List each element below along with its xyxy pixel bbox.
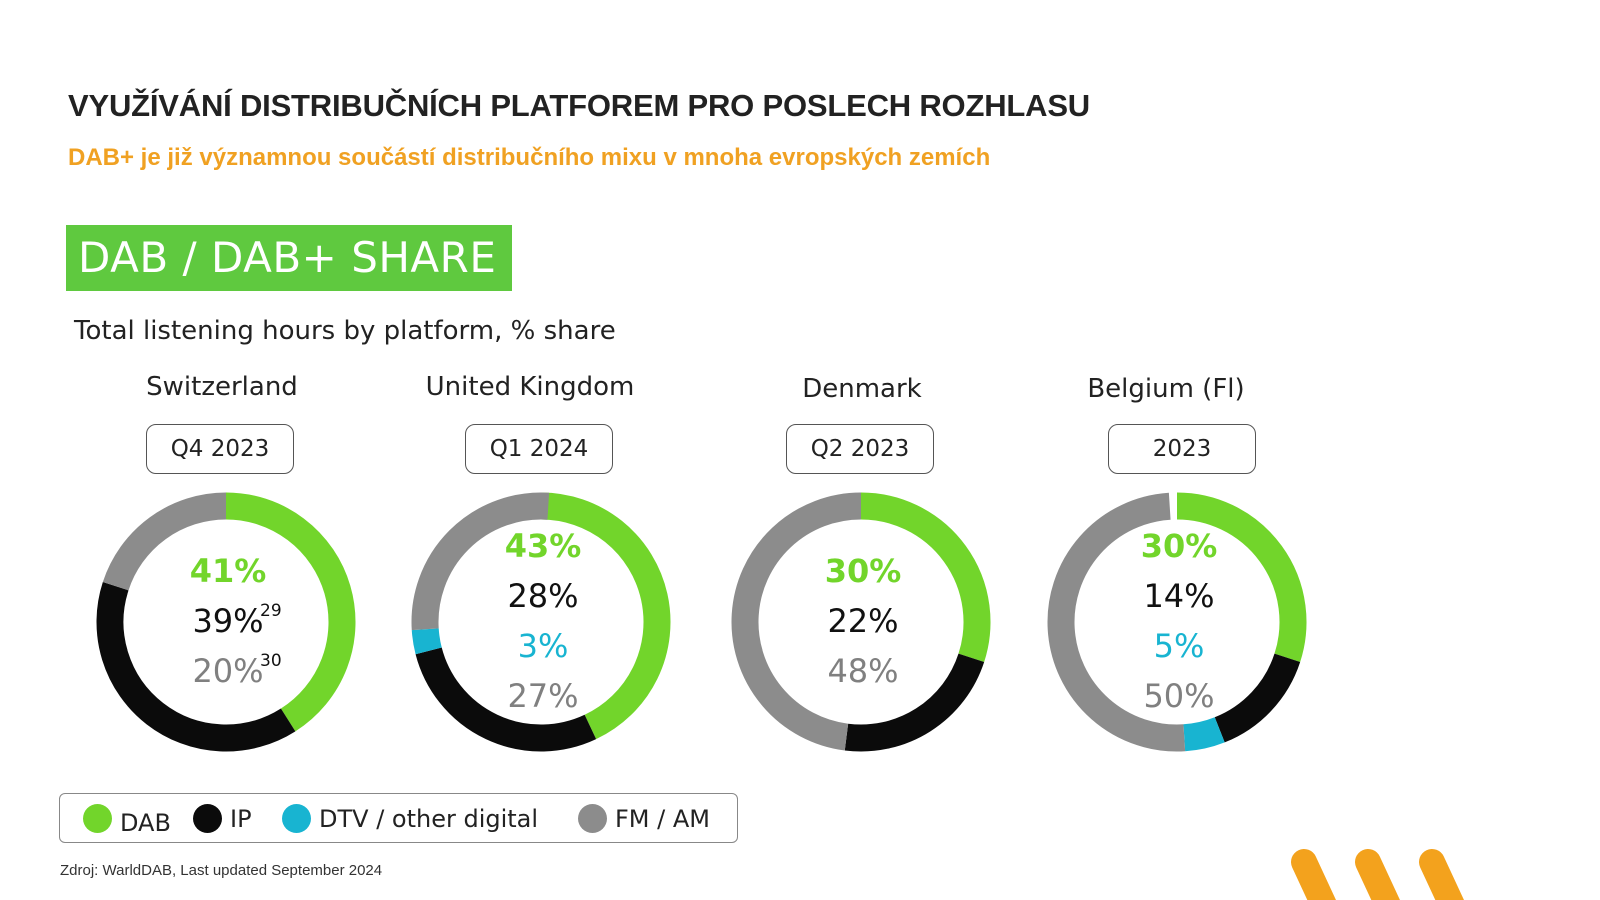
banner-label: DAB / DAB+ SHARE <box>78 233 497 282</box>
data-label-belgium-fl-ip: 14% <box>1143 577 1214 615</box>
donut-segment-united-kingdom-fm <box>411 492 550 631</box>
donut-segment-switzerland-dab <box>225 492 356 732</box>
donut-segment-belgium-fl-dab <box>1176 492 1307 663</box>
legend-label-ip: IP <box>230 805 252 833</box>
data-label-united-kingdom-dtv: 3% <box>518 627 569 665</box>
donut-segment-belgium-fl-dtv <box>1183 717 1225 752</box>
legend-dot-fm <box>578 804 607 833</box>
country-label-switzerland: Switzerland <box>146 372 298 402</box>
data-label-superscript-switzerland-ip: 29 <box>260 601 282 621</box>
period-badge-switzerland: Q4 2023 <box>146 424 294 474</box>
page-subtitle: DAB+ je již významnou součástí distribuč… <box>68 144 991 171</box>
period-badge-denmark: Q2 2023 <box>786 424 934 474</box>
legend-dot-ip <box>193 804 222 833</box>
data-label-belgium-fl-fm: 50% <box>1143 677 1214 715</box>
period-badge-belgium: 2023 <box>1108 424 1256 474</box>
country-label-belgium: Belgium (Fl) <box>1087 374 1245 404</box>
donut-segment-united-kingdom-dab <box>540 492 671 740</box>
data-label-belgium-fl-dtv: 5% <box>1154 627 1205 665</box>
data-label-switzerland-ip: 39% <box>192 602 263 640</box>
legend-label-dab: DAB <box>120 809 171 837</box>
country-label-united-kingdom: United Kingdom <box>425 372 635 402</box>
data-label-switzerland-dab: 41% <box>190 552 267 590</box>
data-label-superscript-switzerland-fm: 30 <box>260 651 282 671</box>
data-label-united-kingdom-dab: 43% <box>505 527 582 565</box>
data-label-denmark-fm: 48% <box>827 652 898 690</box>
donut-segment-denmark-dab <box>860 492 991 663</box>
logo-stripe-2 <box>1355 849 1400 900</box>
logo-stripe-3 <box>1419 849 1464 900</box>
legend-label-fm: FM / AM <box>615 805 710 833</box>
donut-segment-united-kingdom-ip <box>415 647 597 752</box>
chart-caption: Total listening hours by platform, % sha… <box>74 316 616 346</box>
data-label-denmark-dab: 30% <box>825 552 902 590</box>
data-label-united-kingdom-fm: 27% <box>507 677 578 715</box>
country-label-denmark: Denmark <box>802 374 922 404</box>
data-label-switzerland-fm: 20% <box>192 652 263 690</box>
page-title: VYUŽÍVÁNÍ DISTRIBUČNÍCH PLATFOREM PRO PO… <box>68 88 1090 123</box>
donut-segment-belgium-fl-fm <box>1047 492 1186 752</box>
section-banner: DAB / DAB+ SHARE <box>66 225 512 291</box>
donut-segment-denmark-fm <box>731 492 862 751</box>
logo-stripe-1 <box>1291 849 1336 900</box>
data-label-denmark-ip: 22% <box>827 602 898 640</box>
brand-logo-stripes <box>1291 849 1464 900</box>
donut-segment-denmark-ip <box>844 653 985 752</box>
donut-segment-united-kingdom-dtv <box>411 628 442 655</box>
donut-segment-switzerland-fm <box>102 492 227 591</box>
data-label-united-kingdom-ip: 28% <box>507 577 578 615</box>
period-badge-united-kingdom: Q1 2024 <box>465 424 613 474</box>
data-label-belgium-fl-dab: 30% <box>1141 527 1218 565</box>
donut-segment-belgium-fl-ip <box>1214 653 1301 743</box>
legend-label-dtv: DTV / other digital <box>319 805 539 833</box>
chart-legend: DAB IP DTV / other digital FM / AM <box>59 793 738 843</box>
legend-dot-dab <box>83 804 112 833</box>
legend-dot-dtv <box>282 804 311 833</box>
donut-segment-switzerland-ip <box>96 581 296 752</box>
source-note: Zdroj: WarldDAB, Last updated September … <box>60 862 383 879</box>
